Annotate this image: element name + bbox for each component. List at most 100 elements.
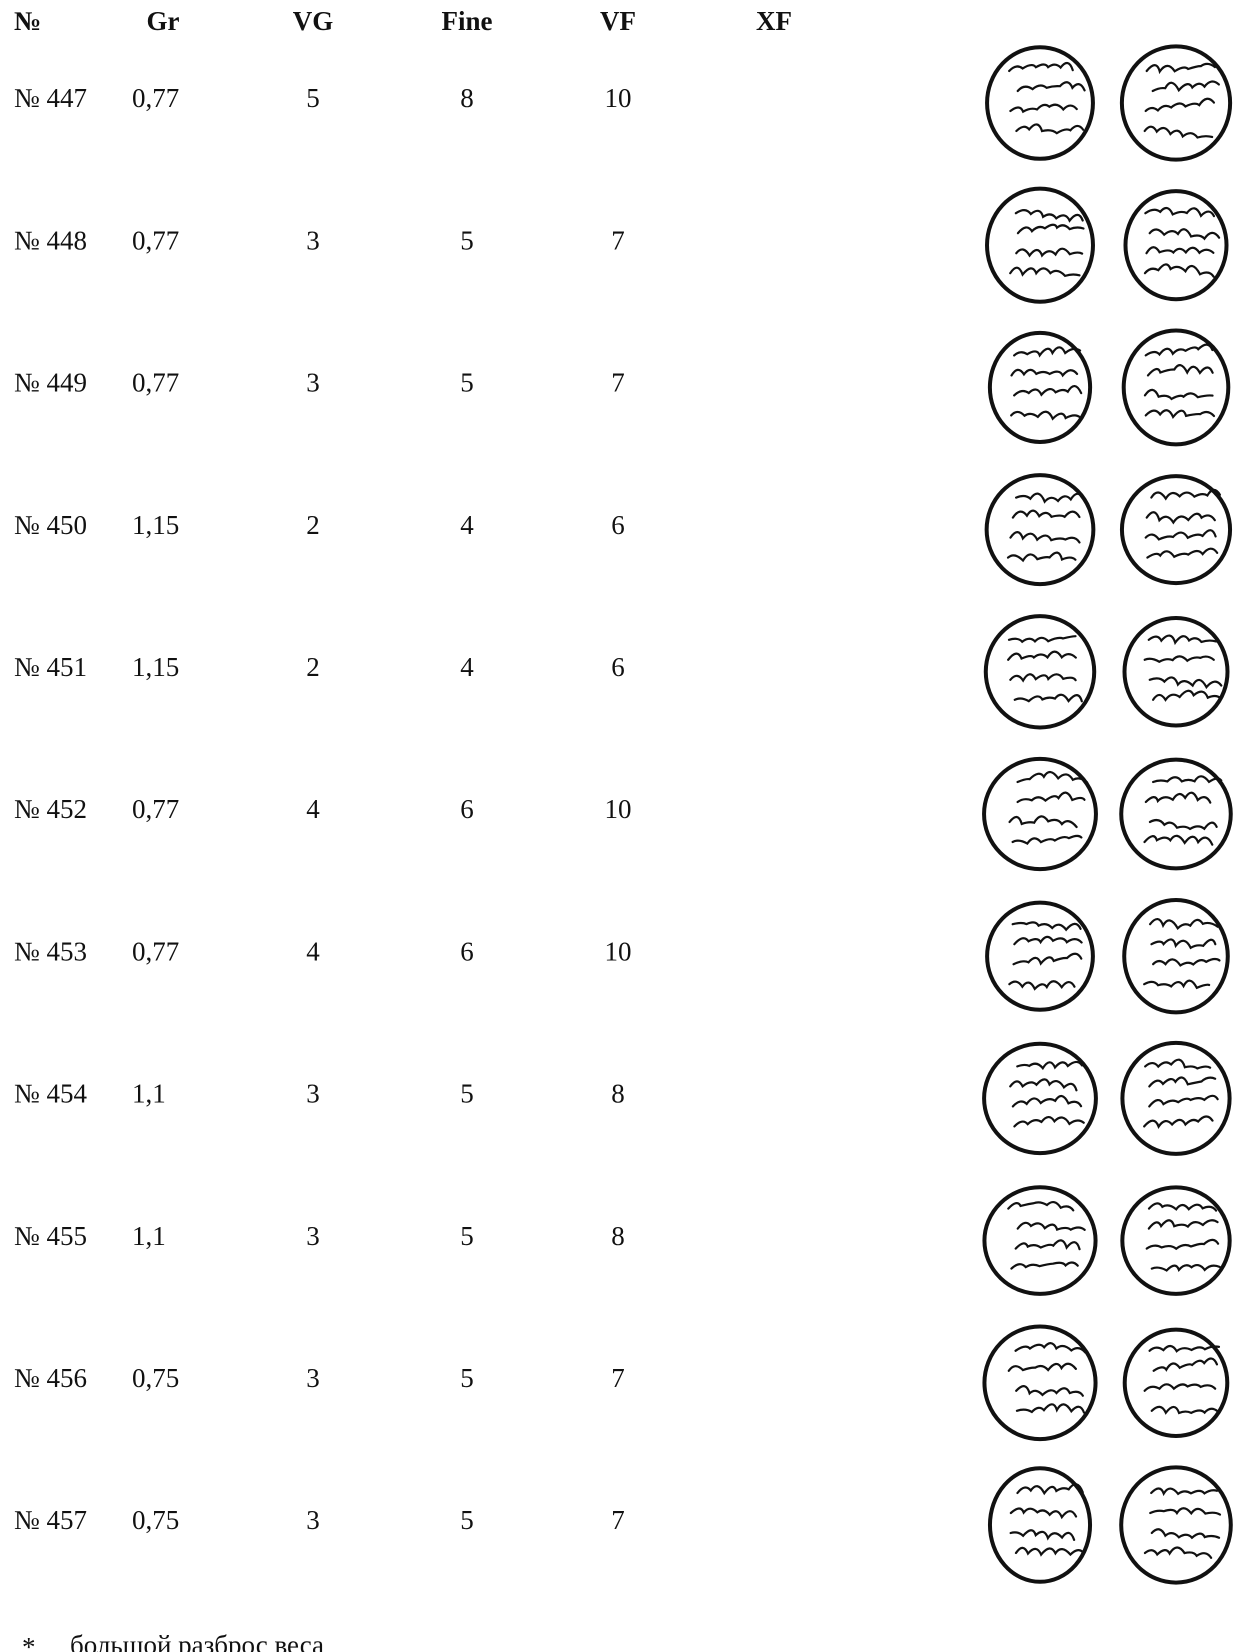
inscription: [1143, 263, 1215, 278]
cell: № 456: [14, 1363, 87, 1393]
inscription: [1144, 529, 1217, 541]
coin-outline: [982, 1324, 1098, 1442]
cell: 8: [611, 1221, 625, 1251]
cell: 1,15: [132, 652, 179, 682]
cell: 0,77: [132, 225, 179, 255]
footnote-mark: *: [22, 1632, 36, 1652]
coin-outline: [1119, 1465, 1233, 1585]
coin-outline: [1120, 1185, 1232, 1296]
cell: 7: [611, 1505, 625, 1535]
inscription: [1011, 834, 1083, 845]
inscription: [1144, 791, 1212, 804]
column-header: VG: [293, 6, 334, 36]
inscription: [1145, 511, 1216, 525]
cell: 10: [605, 936, 632, 966]
inscription: [1010, 368, 1079, 378]
inscription: [1145, 1238, 1220, 1251]
cell: 3: [306, 1079, 320, 1109]
coin-image: [1123, 189, 1229, 302]
coin-image: [982, 1041, 1098, 1156]
cell: 5: [460, 368, 474, 398]
inscription: [1012, 952, 1083, 966]
inscription: [1016, 1060, 1084, 1071]
coin-outline: [982, 756, 1098, 872]
inscription: [1150, 1528, 1221, 1540]
inscription: [1149, 1507, 1222, 1516]
coin-image: [1119, 44, 1233, 162]
inscription: [1150, 488, 1222, 501]
inscription: [1009, 531, 1081, 544]
coin-image: [1119, 474, 1233, 586]
cell: № 455: [14, 1221, 87, 1251]
cell: 5: [460, 1505, 474, 1535]
inscription: [1144, 97, 1216, 113]
cell: № 454: [14, 1079, 88, 1109]
cell: 0,77: [132, 936, 179, 966]
inscription: [1143, 1383, 1217, 1392]
coin-outline: [985, 45, 1095, 161]
cell: 0,75: [132, 1363, 179, 1393]
cell: 4: [306, 794, 320, 824]
inscription: [1016, 791, 1086, 804]
inscription: [1148, 917, 1219, 931]
inscription: [1152, 1357, 1219, 1372]
inscription: [1011, 1094, 1083, 1108]
cell: 0,77: [132, 368, 179, 398]
coin-image: [985, 186, 1095, 304]
column-header: Fine: [442, 6, 493, 36]
inscription: [1016, 1483, 1084, 1496]
inscription: [1009, 1078, 1078, 1092]
cell: 7: [611, 1363, 625, 1393]
footnote-text: большой разброс веса: [70, 1630, 324, 1652]
inscription: [1015, 247, 1084, 258]
coin-image: [1120, 1040, 1232, 1156]
inscription: [1148, 1094, 1219, 1108]
coin-image: [982, 1185, 1098, 1296]
cell: 3: [306, 1363, 320, 1393]
cell: 0,77: [132, 794, 179, 824]
cell: 7: [611, 368, 625, 398]
cell: № 448: [14, 225, 87, 255]
cell: 3: [306, 1221, 320, 1251]
inscription: [1144, 409, 1216, 420]
coin-outline: [1122, 1327, 1230, 1438]
coin-image: [1119, 757, 1233, 871]
inscription: [1009, 1529, 1076, 1541]
cell: 7: [611, 225, 625, 255]
cell: 3: [306, 225, 320, 255]
inscription: [1145, 246, 1215, 255]
inscription: [1150, 1263, 1221, 1273]
inscription: [1143, 655, 1215, 664]
inscription: [1013, 1115, 1085, 1128]
inscription: [1144, 1058, 1212, 1070]
coin-outline: [1122, 616, 1230, 728]
coin-image: [1122, 1327, 1230, 1438]
cell: 6: [611, 652, 625, 682]
coin-image: [1122, 616, 1230, 728]
coin-outline: [983, 614, 1097, 730]
inscription: [1144, 206, 1216, 218]
cell: 8: [460, 83, 474, 113]
cell: 6: [460, 936, 474, 966]
inscription: [1143, 979, 1211, 990]
coin-image: [1120, 1185, 1232, 1296]
inscription: [1150, 938, 1217, 950]
cell: 5: [460, 1079, 474, 1109]
inscription: [1015, 123, 1085, 135]
cell: 6: [611, 510, 625, 540]
inscription: [1148, 1076, 1217, 1088]
inscription: [1148, 228, 1221, 241]
inscription: [1143, 834, 1214, 846]
coin-outline: [1122, 898, 1230, 1015]
inscription: [1147, 1202, 1218, 1212]
inscription: [1146, 364, 1214, 377]
inscription: [1148, 818, 1218, 831]
coin-image: [983, 614, 1097, 730]
coin-outline: [985, 186, 1095, 304]
cell: № 449: [14, 368, 87, 398]
inscription: [1151, 689, 1222, 702]
inscription: [1009, 103, 1078, 114]
coin-outline: [982, 1185, 1098, 1296]
cell: 4: [306, 936, 320, 966]
